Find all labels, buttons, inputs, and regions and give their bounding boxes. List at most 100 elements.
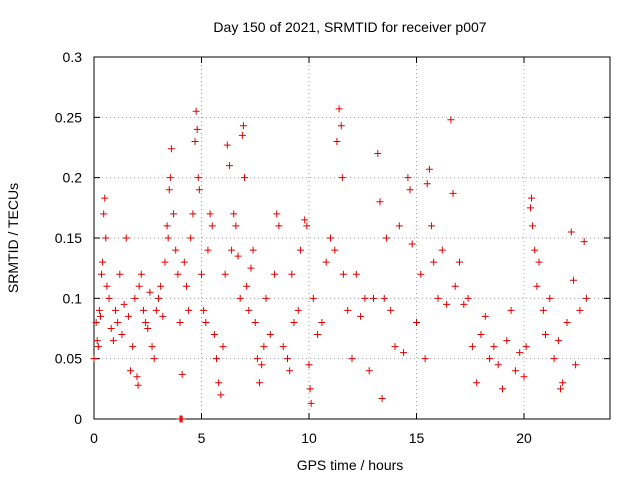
data-point xyxy=(192,107,200,115)
data-point xyxy=(365,367,373,375)
data-point xyxy=(284,355,291,363)
series-zero-level xyxy=(176,415,186,423)
data-point xyxy=(380,294,388,302)
data-point xyxy=(135,282,143,290)
data-point xyxy=(305,361,313,369)
data-point xyxy=(241,174,248,182)
data-point xyxy=(234,252,242,260)
data-point xyxy=(301,216,309,224)
x-tick-label: 10 xyxy=(301,430,317,446)
data-point xyxy=(185,306,193,314)
data-point xyxy=(331,246,339,254)
data-point xyxy=(387,306,395,314)
data-point xyxy=(400,349,408,357)
data-point xyxy=(374,150,382,158)
data-point xyxy=(131,294,139,302)
data-point xyxy=(202,318,210,326)
data-point xyxy=(142,318,150,326)
data-point xyxy=(165,186,173,194)
data-point xyxy=(447,116,455,124)
data-points xyxy=(90,105,590,423)
axis-ticks xyxy=(93,56,610,420)
y-tick-labels: 0 0.05 0.1 0.15 0.2 0.25 0.3 xyxy=(55,49,82,427)
data-point xyxy=(460,300,468,308)
data-point xyxy=(542,331,549,339)
data-point xyxy=(127,367,135,375)
data-point xyxy=(318,318,326,326)
x-tick-label: 20 xyxy=(516,430,532,446)
data-point xyxy=(194,174,202,182)
data-point xyxy=(118,331,126,339)
data-point xyxy=(215,379,223,387)
data-point xyxy=(213,355,221,363)
data-point xyxy=(198,270,205,278)
data-point xyxy=(535,258,543,266)
data-point xyxy=(166,174,174,182)
data-point xyxy=(139,306,147,314)
data-point xyxy=(580,238,588,246)
data-point xyxy=(112,306,119,314)
data-point xyxy=(239,122,247,130)
data-point xyxy=(526,204,534,212)
data-point xyxy=(161,258,169,266)
data-point xyxy=(413,318,420,326)
data-point xyxy=(335,105,343,113)
data-point xyxy=(150,355,158,363)
data-point xyxy=(251,318,259,326)
data-point xyxy=(557,385,565,393)
series-SRMTID xyxy=(90,105,590,407)
data-point xyxy=(520,373,528,381)
data-point xyxy=(333,137,341,145)
data-point xyxy=(133,373,141,381)
data-point xyxy=(522,343,530,351)
data-point xyxy=(499,385,506,393)
data-point xyxy=(546,294,554,302)
data-point xyxy=(122,234,130,242)
data-point xyxy=(180,258,188,266)
x-tick-label: 15 xyxy=(409,430,425,446)
data-point xyxy=(582,294,590,302)
data-point xyxy=(90,355,98,363)
data-point xyxy=(271,270,279,278)
data-point xyxy=(228,246,236,254)
y-axis-label: SRMTID / TECUs xyxy=(5,183,21,293)
data-point xyxy=(357,312,365,320)
data-point xyxy=(395,222,403,230)
data-point xyxy=(146,288,154,296)
data-point xyxy=(223,141,231,149)
x-axis-label: GPS time / hours xyxy=(297,457,404,473)
data-point xyxy=(262,294,270,302)
data-point xyxy=(572,361,580,369)
data-point xyxy=(307,399,315,407)
data-point xyxy=(339,270,347,278)
y-tick-label: 0.15 xyxy=(55,230,82,246)
data-point xyxy=(148,343,156,351)
data-point xyxy=(120,300,128,308)
data-point xyxy=(443,300,451,308)
data-point xyxy=(167,145,175,153)
y-tick-label: 0.3 xyxy=(63,49,83,65)
data-point xyxy=(275,222,283,230)
data-point xyxy=(528,194,536,202)
data-point xyxy=(152,306,160,314)
data-point xyxy=(430,258,438,266)
data-point xyxy=(507,306,515,314)
data-point xyxy=(481,312,489,320)
data-point xyxy=(567,228,575,236)
data-point xyxy=(258,361,266,369)
data-point xyxy=(550,355,558,363)
data-point xyxy=(107,325,115,332)
data-point xyxy=(539,306,547,314)
data-point xyxy=(279,343,287,351)
data-point xyxy=(253,355,261,363)
data-point xyxy=(344,306,352,314)
data-point xyxy=(286,367,294,375)
data-point xyxy=(92,318,100,326)
data-point xyxy=(157,282,165,290)
data-point xyxy=(370,294,377,302)
data-point xyxy=(99,258,107,266)
data-point xyxy=(219,343,227,351)
data-point xyxy=(95,306,103,314)
data-point xyxy=(529,222,537,230)
data-point xyxy=(576,306,584,314)
